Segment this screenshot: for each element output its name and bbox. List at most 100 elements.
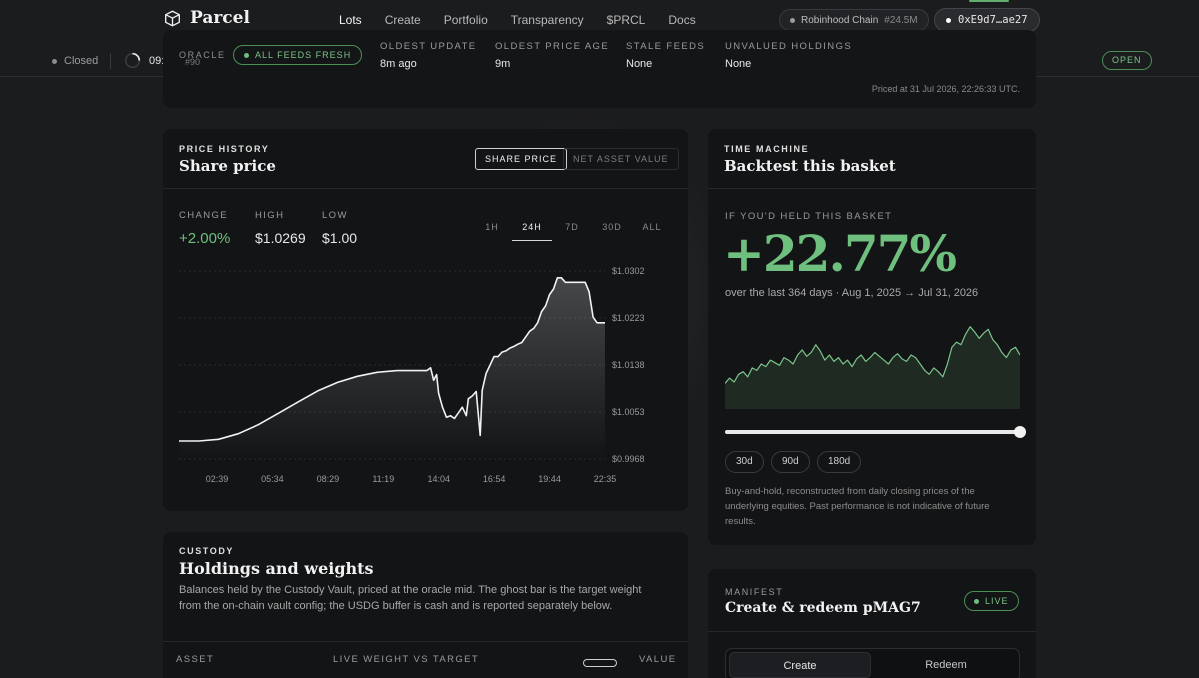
wallet-indicator [969,0,1009,2]
tab-all[interactable]: ALL [642,222,662,232]
countdown-ring-icon [124,52,141,69]
stat-value: 8m ago [380,58,417,70]
preset-90d-button[interactable]: 90d [771,451,810,473]
slider-handle[interactable] [1014,426,1026,438]
stat-oldest-update: OLDEST UPDATE 8m ago [380,41,477,70]
card-kicker: PRICE HISTORY [179,144,270,154]
backtest-line [725,326,1020,384]
card-divider [163,188,688,189]
y-tick-label: $1.0053 [612,407,645,417]
stat-value: None [626,58,653,70]
wallet-button[interactable]: 0xE9d7…ae27 [934,8,1040,32]
time-machine-card: TIME MACHINE Backtest this basket IF YOU… [708,129,1036,545]
held-label: IF YOU'D HELD THIS BASKET [725,211,893,222]
preset-30d-button[interactable]: 30d [725,451,764,473]
x-tick-label: 11:19 [372,474,394,484]
card-divider [708,631,1036,632]
nav-link-prcl[interactable]: $PRCL [606,13,646,27]
card-kicker: MANIFEST [725,587,784,597]
timeframe-tabs: 1H 24H 7D 30D ALL [472,222,672,241]
open-badge: OPEN [1102,51,1152,70]
live-badge: LIVE [964,591,1019,611]
stat-key: OLDEST PRICE AGE [495,41,610,52]
card-title: Backtest this basket [724,157,896,175]
market-status-label: Closed [64,55,99,67]
card-divider [708,188,1036,189]
x-tick-label: 22:35 [594,474,617,484]
top-nav: Parcel Lots Create Portfolio Transparenc… [0,0,1199,40]
nav-link-lots[interactable]: Lots [339,13,362,34]
backtest-range-slider[interactable] [725,426,1026,438]
stat-key: STALE FEEDS [626,41,706,52]
oracle-card: ORACLE #90 ALL FEEDS FRESH OLDEST UPDATE… [163,30,1036,108]
stat-stale-feeds: STALE FEEDS None [626,41,705,70]
wallet-address: 0xE9d7…ae27 [958,14,1028,26]
price-area [179,277,605,459]
stat-oldest-price-age: OLDEST PRICE AGE 9m [495,41,609,70]
tab-24h[interactable]: 24H [512,222,552,241]
x-tick-label: 16:54 [483,474,506,484]
backtest-return: +22.77% [723,224,957,283]
custody-description: Balances held by the Custody Vault, pric… [179,584,642,612]
share-price-chart: $1.0302 $1.0223 $1.0138 $1.0053 $0.9968 02:39… [179,266,645,484]
x-tick-label: 02:39 [206,474,229,484]
brand[interactable]: Parcel [164,8,250,28]
card-kicker: TIME MACHINE [724,144,810,154]
status-divider [110,53,111,69]
stat-key: HIGH [255,210,285,221]
card-title: Share price [179,157,276,175]
nav-link-portfolio[interactable]: Portfolio [443,13,488,27]
preset-180d-button[interactable]: 180d [817,451,862,473]
tab-redeem[interactable]: Redeem [925,659,967,671]
stat-value: +2.00% [179,230,231,247]
chain-status-dot-icon [790,17,795,23]
change-stat: CHANGE +2.00% [179,210,230,247]
card-title: Holdings and weights [179,559,374,578]
stat-value: None [725,58,752,70]
stat-key: OLDEST UPDATE [380,41,477,52]
y-tick-label: $1.0302 [612,266,645,276]
nav-links: Lots Create Portfolio Transparency $PRCL… [339,13,696,34]
y-tick-label: $1.0223 [612,313,645,323]
stat-value: $1.00 [322,230,358,246]
card-kicker: CUSTODY [179,546,235,556]
stat-key: UNVALUED HOLDINGS [725,41,853,52]
nav-link-create[interactable]: Create [384,13,421,27]
chain-selector[interactable]: Robinhood Chain #24.5M [779,9,929,31]
y-tick-label: $1.0138 [612,360,645,370]
fresh-dot-icon [244,52,249,58]
table-divider [163,641,688,642]
tab-30d[interactable]: 30D [602,222,622,232]
priced-at: Priced at 31 Jul 2026, 22:26:33 UTC. [871,84,1020,94]
brand-name: Parcel [190,8,250,28]
x-tick-label: 05:34 [261,474,284,484]
card-title: Create & redeem pMAG7 [725,600,921,616]
tab-create[interactable]: Create [729,652,871,678]
stat-key: LOW [322,210,348,221]
column-header-weight: LIVE WEIGHT VS TARGET [333,654,480,665]
create-redeem-switch: Create Redeem [725,648,1020,678]
y-tick-label: $0.9968 [612,454,645,464]
low-stat: LOW $1.00 [322,210,357,246]
tab-7d[interactable]: 7D [565,222,579,232]
oracle-round: #90 [185,57,201,67]
live-label: LIVE [985,596,1009,606]
share-price-toggle[interactable]: SHARE PRICE [475,148,568,170]
cube-logo-icon [165,10,180,26]
nav-link-docs[interactable]: Docs [668,13,696,27]
market-status: Closed [52,55,98,67]
slider-track[interactable] [725,430,1020,434]
nav-link-transparency[interactable]: Transparency [510,13,584,27]
x-tick-label: 19:44 [538,474,561,484]
backtest-sparkline [725,326,1020,409]
high-stat: HIGH $1.0269 [255,210,306,246]
x-tick-label: 08:29 [317,474,340,484]
tab-1h[interactable]: 1H [485,222,499,232]
manifest-card: MANIFEST Create & redeem pMAG7 LIVE Crea… [708,569,1036,678]
feeds-fresh-label: ALL FEEDS FRESH [255,50,352,60]
chain-name: Robinhood Chain [801,14,879,26]
weight-view-toggle[interactable] [583,659,617,667]
custody-card: CUSTODY Holdings and weights Balances he… [163,532,688,678]
backtest-range: over the last 364 days · Aug 1, 2025 → J… [725,287,979,299]
net-asset-value-toggle[interactable]: NET ASSET VALUE [563,148,679,170]
